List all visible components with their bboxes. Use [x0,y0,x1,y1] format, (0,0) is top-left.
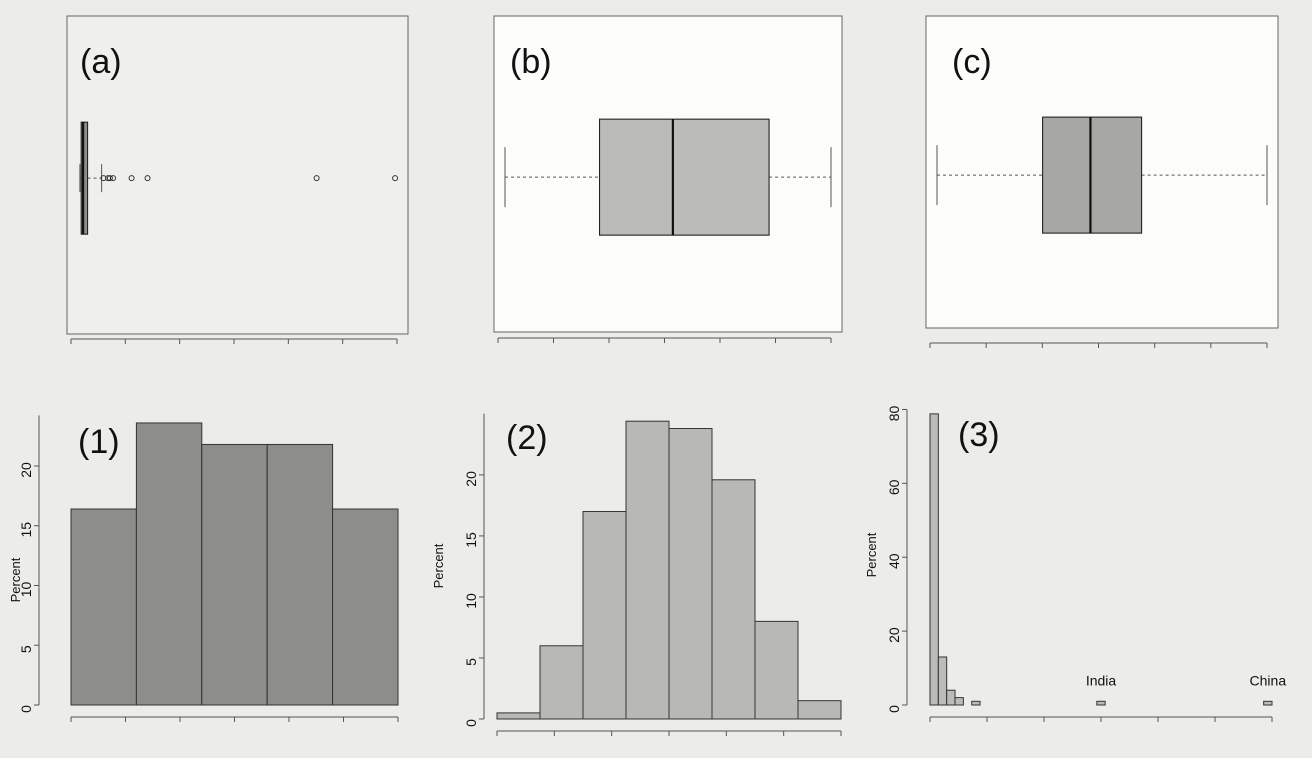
boxplot-panel-0: (a) [66,15,409,344]
y-axis-tick-label: 20 [463,471,479,487]
y-axis-tick-label: 5 [463,658,479,666]
y-axis-tick-label: 15 [463,532,479,548]
boxplot-panel-2: (c) [925,15,1279,348]
histogram-bar [70,508,137,706]
histogram-bar [582,511,627,720]
histogram-bar [668,428,713,720]
outlier-point [313,175,320,182]
histogram-bar [711,479,756,720]
boxplot-panel-1: (b) [493,15,843,343]
panel-label: (b) [510,43,552,81]
interquartile-box [1042,116,1143,234]
outlier-point [144,175,151,182]
outlier-point [128,175,135,182]
y-axis-tick-label: 0 [18,705,34,713]
panel-label: (a) [80,43,122,81]
bar-annotation: China [1250,672,1287,688]
y-axis-title: Percent [8,557,23,602]
boxplot-frame [66,15,409,335]
histogram-bar [954,697,964,706]
histogram-bar [971,700,981,706]
panel-label: (2) [506,419,548,457]
histogram-panel-4: (2) 0 5 10 15 20 Percent [431,413,842,736]
y-axis-tick-label: 60 [886,479,902,495]
histogram-bar [332,508,399,706]
histogram-bar [937,656,948,706]
histogram-bar [625,420,670,720]
histogram-bar [929,413,939,706]
interquartile-box [598,118,770,236]
outlier-point [100,175,107,182]
outlier-point [392,175,399,182]
y-axis-tick-label: 0 [886,705,902,713]
y-axis-tick-label: 80 [886,405,902,421]
panel-label: (c) [952,43,992,81]
y-axis-title: Percent [431,543,446,588]
histogram-bar [201,443,268,706]
histogram-bar [946,689,956,706]
bar-annotation: India [1086,672,1117,688]
panel-label: (3) [958,416,1000,454]
histogram-bar [1263,700,1273,706]
histogram-bar [539,645,584,720]
y-axis-title: Percent [864,532,879,577]
histogram-bar [797,700,842,720]
y-axis-tick-label: 15 [18,522,34,538]
panel-label: (1) [78,423,120,461]
histogram-bar [1096,700,1106,706]
y-axis-tick-label: 10 [463,593,479,609]
histogram-panel-3: (1) 0 5 10 15 20 Percent [8,415,399,722]
outlier-point [110,175,117,182]
y-axis-tick-label: 0 [463,719,479,727]
y-axis-tick-label: 20 [18,462,34,478]
histogram-bar [754,620,799,720]
histogram-panel-5: (3) 0 20 40 60 80 Percent India China [864,405,1286,722]
y-axis-tick-label: 5 [18,645,34,653]
histogram-bar [135,422,203,706]
y-axis-tick-label: 20 [886,627,902,643]
interquartile-box [80,121,89,235]
y-axis-tick-label: 40 [886,553,902,569]
histogram-bar [496,712,541,720]
y-axis-tick-label: 10 [18,581,34,597]
outlier-point [106,175,113,182]
histogram-bar [266,443,334,706]
